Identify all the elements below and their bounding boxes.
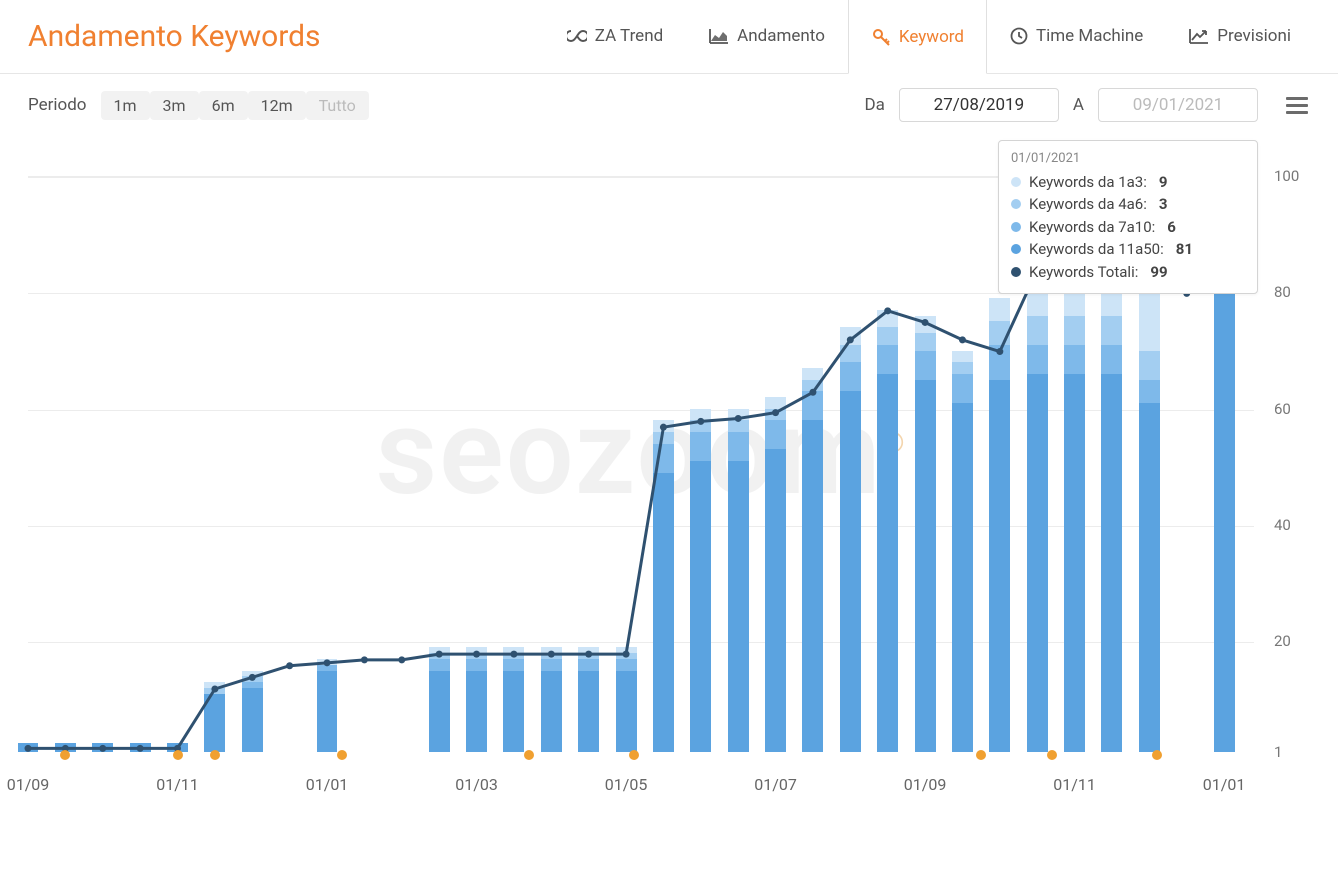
tooltip-date: 01/01/2021	[1011, 149, 1245, 169]
x-tick: 01/09	[7, 775, 50, 794]
tab-time-machine[interactable]: Time Machine	[987, 0, 1166, 73]
period-1m[interactable]: 1m	[101, 91, 150, 120]
tabs: ZA TrendAndamentoKeywordTime MachinePrev…	[544, 0, 1314, 73]
period-Tutto: Tutto	[306, 91, 369, 120]
x-tick: 01/01	[306, 775, 349, 794]
header: Andamento Keywords ZA TrendAndamentoKeyw…	[0, 0, 1338, 74]
x-tick: 01/07	[754, 775, 797, 794]
date-from-label: Da	[865, 95, 885, 115]
period-label: Periodo	[28, 95, 87, 115]
period-6m[interactable]: 6m	[199, 91, 248, 120]
tooltip-row: Keywords da 11a50: 81	[1011, 238, 1245, 261]
tooltip-row: Keywords da 4a6: 3	[1011, 193, 1245, 216]
tab-keyword[interactable]: Keyword	[848, 0, 987, 74]
y-tick: 80	[1266, 283, 1310, 301]
trend-icon	[1189, 28, 1209, 44]
x-tick: 01/09	[904, 775, 947, 794]
y-tick: 100	[1266, 167, 1310, 185]
infinity-icon	[567, 29, 587, 43]
y-tick: 20	[1266, 632, 1310, 650]
date-to-label: A	[1073, 95, 1084, 115]
toolbar: Periodo 1m3m6m12mTutto Da 27/08/2019 A 0…	[0, 74, 1338, 130]
tooltip-row: Keywords da 7a10: 6	[1011, 216, 1245, 239]
y-tick: 40	[1266, 516, 1310, 534]
x-tick: 01/05	[605, 775, 648, 794]
chart-tooltip: 01/01/2021Keywords da 1a3: 9Keywords da …	[998, 140, 1258, 294]
x-tick: 01/03	[455, 775, 498, 794]
page-title: Andamento Keywords	[28, 19, 321, 54]
x-tick: 01/11	[156, 775, 199, 794]
x-axis: 01/0901/1101/0101/0301/0501/0701/0901/11…	[28, 752, 1254, 800]
period-12m[interactable]: 12m	[248, 91, 306, 120]
tooltip-row: Keywords Totali: 99	[1011, 261, 1245, 284]
y-tick: 60	[1266, 400, 1310, 418]
period-3m[interactable]: 3m	[150, 91, 199, 120]
clock-icon	[1010, 27, 1028, 45]
tooltip-row: Keywords da 1a3: 9	[1011, 171, 1245, 194]
tab-andamento[interactable]: Andamento	[686, 0, 848, 73]
tab-za-trend[interactable]: ZA Trend	[544, 0, 686, 73]
y-tick: 1	[1266, 743, 1310, 761]
date-to-input[interactable]: 09/01/2021	[1098, 88, 1258, 122]
chart: seozoom® 120406080100 01/0901/1101/0101/…	[0, 130, 1338, 820]
key-icon	[871, 27, 891, 47]
x-tick: 01/11	[1053, 775, 1096, 794]
date-from-input[interactable]: 27/08/2019	[899, 88, 1059, 122]
x-tick: 01/01	[1203, 775, 1246, 794]
area-icon	[709, 28, 729, 44]
tab-previsioni[interactable]: Previsioni	[1166, 0, 1314, 73]
chart-menu-icon[interactable]	[1284, 91, 1310, 120]
